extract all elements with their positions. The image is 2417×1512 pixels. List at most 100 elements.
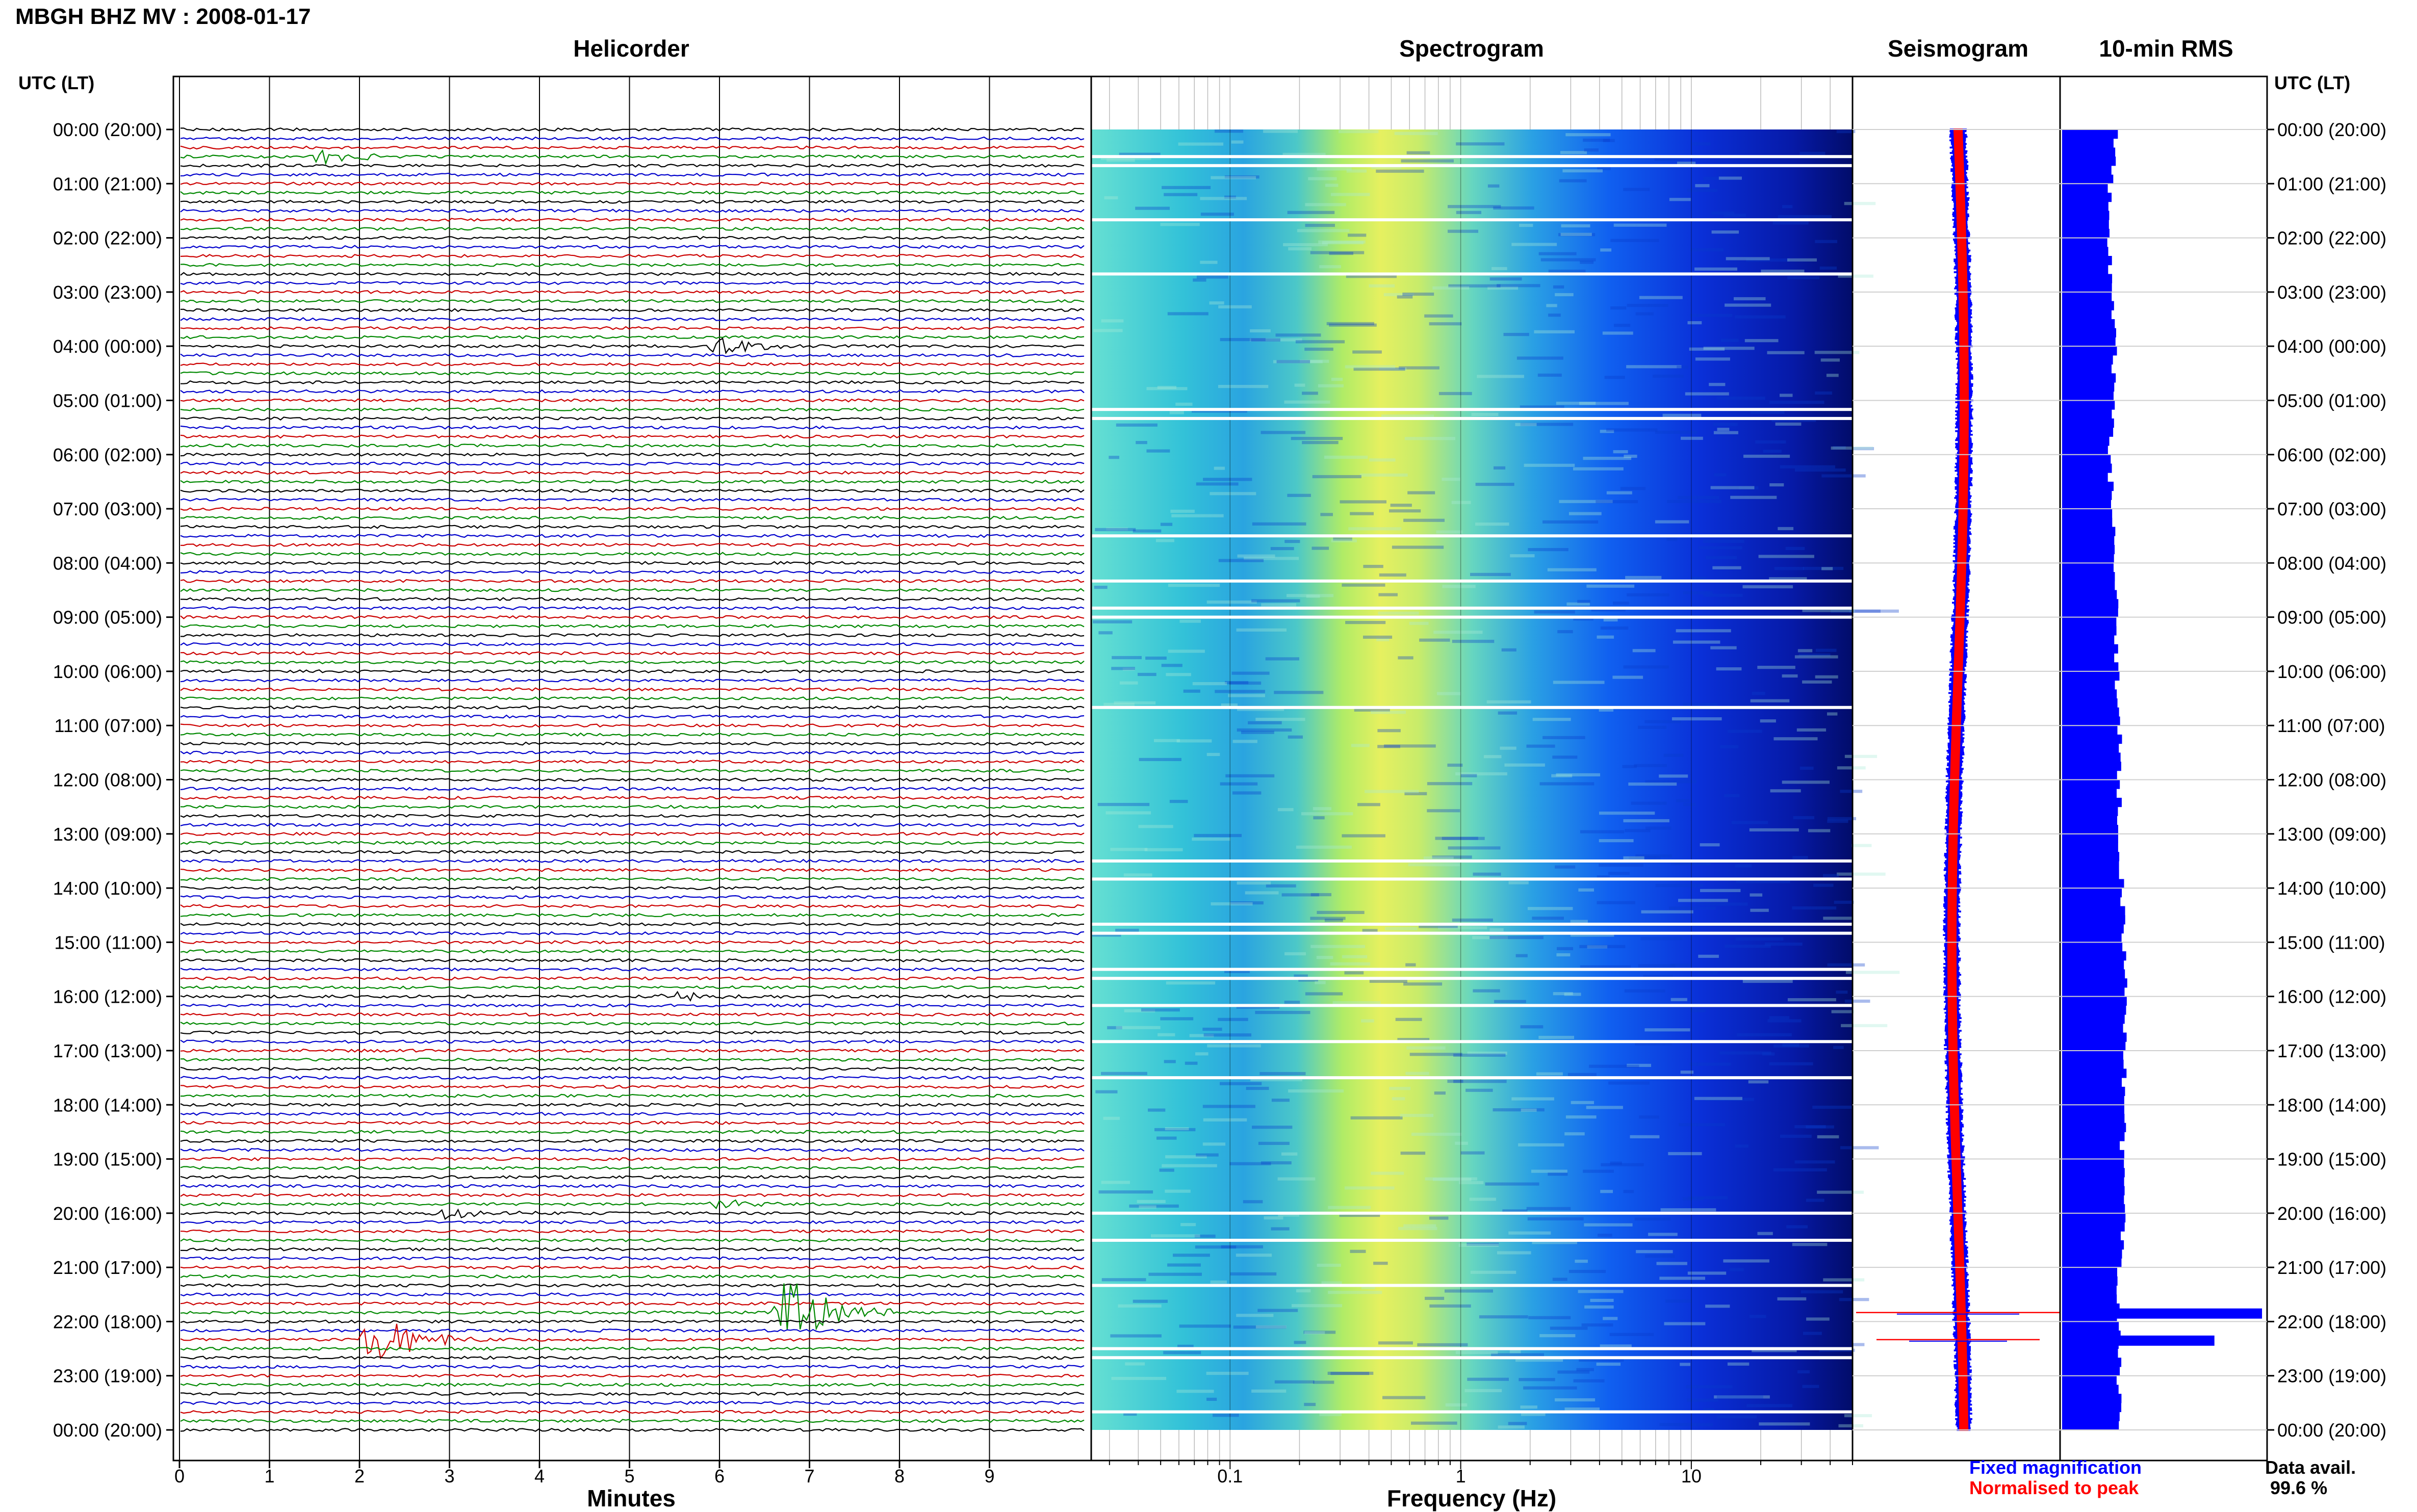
spectrogram-texture — [1573, 1379, 1605, 1383]
rms-bar — [2062, 1159, 2124, 1168]
spectrogram-texture — [1710, 486, 1755, 489]
spectrogram-texture — [1695, 184, 1710, 188]
spectrogram-texture — [1220, 338, 1266, 342]
spectrogram-texture — [1282, 152, 1326, 156]
spectrogram-texture — [1844, 1414, 1872, 1418]
spectrogram-texture — [1703, 347, 1755, 350]
x-tick-label-frequency: 1 — [1456, 1466, 1466, 1487]
rms-bar — [2062, 770, 2117, 780]
helicorder-trace — [180, 149, 1085, 166]
y-tick-label-left: 17:00 (13:00) — [53, 1040, 162, 1061]
spectrogram-texture — [1703, 176, 1719, 180]
spectrogram-texture — [1406, 1046, 1446, 1050]
rms-frame — [2059, 75, 2268, 1462]
spectrogram-texture — [1557, 1370, 1590, 1374]
spectrogram-texture — [1361, 1286, 1375, 1289]
spectrogram-texture — [1610, 239, 1659, 242]
spectrogram-texture — [1442, 478, 1460, 481]
spectrogram-texture — [1378, 611, 1419, 615]
spectrogram-texture — [1383, 293, 1415, 297]
spectrogram-data-gap — [1091, 922, 1853, 926]
rms-bar — [2062, 608, 2118, 618]
spectrogram-texture — [1310, 893, 1331, 897]
helicorder-trace — [180, 579, 1085, 583]
rms-bar — [2062, 698, 2118, 708]
spectrogram-texture — [1249, 338, 1302, 342]
rms-bar — [2062, 951, 2126, 961]
spectrogram-texture — [1263, 129, 1298, 133]
spectrogram-texture — [1757, 1232, 1773, 1235]
spectrogram-texture — [1276, 360, 1310, 363]
rms-bar — [2062, 1276, 2118, 1286]
spectrogram-texture — [1497, 284, 1540, 288]
spectrogram-texture — [1553, 992, 1573, 996]
spectrogram-texture — [1348, 233, 1367, 237]
rms-bar — [2062, 825, 2118, 835]
spectrogram-texture — [1786, 1225, 1808, 1229]
spectrogram-data-gap — [1091, 706, 1853, 709]
spectrogram-texture — [1780, 465, 1835, 468]
y-tick-label-right: 04:00 (00:00) — [2277, 336, 2386, 357]
helicorder-trace — [180, 263, 1085, 267]
spectrogram-texture — [1304, 347, 1333, 351]
spectrogram-texture — [1196, 1153, 1219, 1157]
rms-bar — [2062, 1096, 2124, 1105]
spectrogram-texture — [1687, 189, 1717, 192]
spectrogram-texture — [1330, 962, 1370, 966]
spectrogram-texture — [1231, 671, 1270, 675]
spectrogram-texture — [1503, 333, 1529, 336]
rms-bar — [2062, 1222, 2125, 1232]
spectrogram-texture — [1823, 917, 1854, 920]
spectrogram-texture — [1737, 1033, 1792, 1036]
spectrogram-texture — [1344, 971, 1364, 975]
spectrogram-texture — [1399, 366, 1439, 370]
spectrogram-texture — [1243, 1200, 1263, 1204]
spectrogram-texture — [1306, 594, 1320, 598]
spectrogram-texture — [1712, 566, 1741, 569]
spectrogram-texture — [1814, 351, 1860, 354]
spectrogram-texture — [1333, 537, 1352, 541]
spectrogram-texture — [1159, 1168, 1174, 1172]
spectrogram-texture — [1578, 888, 1594, 892]
frequency-axis-label: Frequency (Hz) — [1386, 1485, 1557, 1511]
spectrogram-data-gap — [1091, 164, 1853, 167]
spectrogram-texture — [1252, 1126, 1293, 1129]
spectrogram-texture — [1686, 1385, 1733, 1389]
spectrogram-texture — [1553, 285, 1564, 289]
spectrogram-texture — [1727, 1362, 1750, 1366]
spectrogram-texture — [1600, 1190, 1613, 1193]
rms-bar — [2062, 906, 2125, 916]
rms-bar — [2062, 581, 2115, 590]
spectrogram-texture — [1634, 764, 1667, 767]
x-tick-label-minutes: 1 — [264, 1466, 274, 1487]
spectrogram-texture — [1236, 1005, 1280, 1009]
spectrogram-texture — [1151, 1234, 1200, 1238]
rms-bar — [2062, 184, 2108, 193]
spectrogram-texture — [1752, 692, 1765, 695]
spectrogram-texture — [1750, 893, 1763, 897]
spectrogram-texture — [1232, 740, 1257, 743]
rms-bar — [2062, 256, 2112, 266]
helicorder-trace — [180, 1283, 1085, 1288]
spectrogram-texture — [1666, 538, 1678, 541]
helicorder-trace — [180, 172, 1085, 177]
spectrogram-texture — [1531, 1169, 1567, 1173]
spectrogram-texture — [1683, 591, 1713, 594]
spectrogram-texture — [1813, 883, 1834, 887]
spectrogram-texture — [1603, 139, 1615, 142]
spectrogram-texture — [1662, 413, 1702, 417]
spectrogram-texture — [1521, 1108, 1537, 1112]
spectrogram-texture — [1641, 910, 1693, 914]
spectrogram-texture — [1576, 1368, 1594, 1371]
helicorder-trace — [180, 1256, 1085, 1261]
helicorder-trace — [180, 1048, 1085, 1053]
helicorder-trace — [180, 561, 1085, 565]
spectrogram-texture — [1580, 965, 1631, 969]
rms-bar — [2062, 1402, 2122, 1413]
spectrogram-texture — [1164, 193, 1198, 196]
spectrogram-texture — [1681, 436, 1703, 440]
helicorder-plot — [179, 76, 1085, 1461]
spectrogram-texture — [1849, 609, 1899, 613]
spectrogram-texture — [1114, 701, 1156, 705]
rms-bar — [2062, 1412, 2120, 1421]
